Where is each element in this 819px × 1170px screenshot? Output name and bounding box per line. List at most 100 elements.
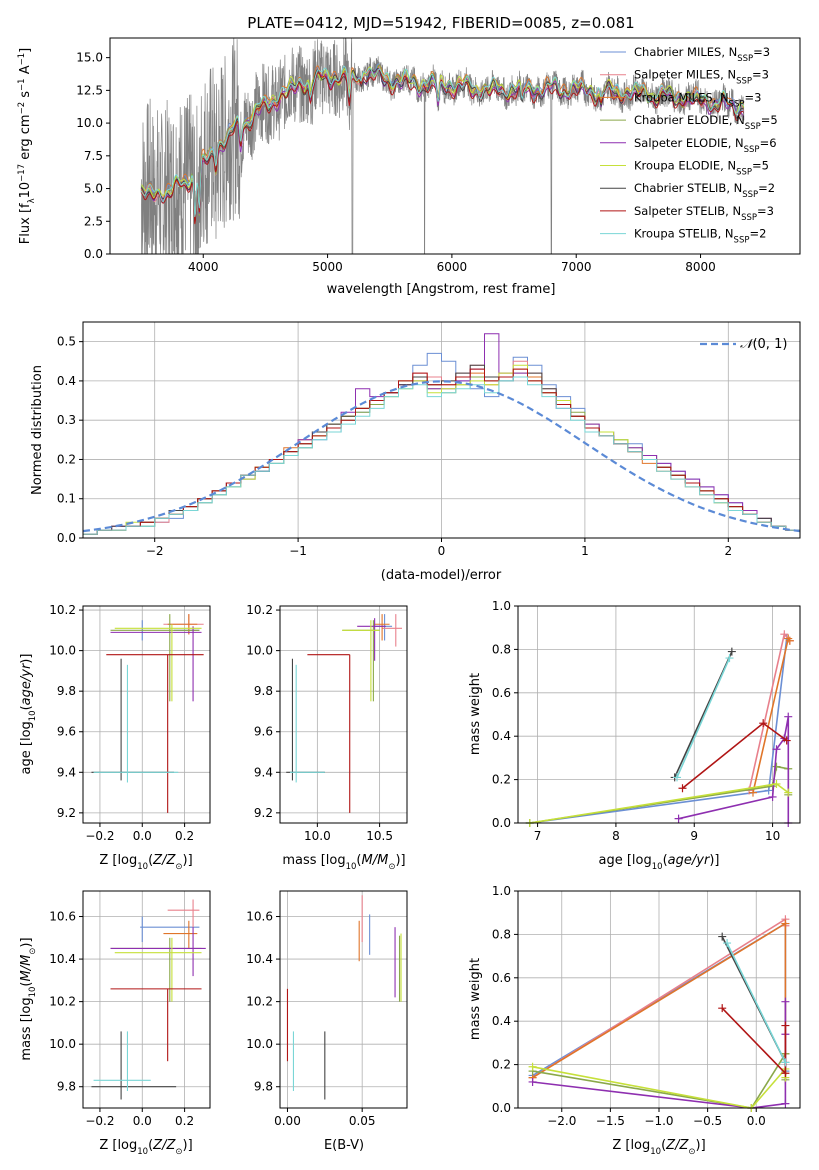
x-tick-label: 9 — [690, 829, 698, 843]
y-tick-label: 0.0 — [84, 247, 103, 261]
y-tick-label: 9.4 — [57, 765, 76, 779]
weight-marker-2 — [781, 919, 790, 928]
y-tick-label: 5.0 — [84, 182, 103, 196]
weight-marker-8 — [781, 1058, 790, 1067]
legend-label: Salpeter ELODIE, NSSP=6 — [634, 136, 777, 155]
mass_vs_Z-plot-area — [91, 899, 206, 1100]
weight-marker-8 — [723, 939, 732, 948]
weight-marker-6 — [727, 647, 736, 656]
y-tick-label: 0.8 — [492, 642, 511, 656]
weight-line-0 — [529, 638, 788, 824]
x-tick-label: 0.00 — [274, 1114, 301, 1128]
mass_vs_EBV-plot-area — [286, 895, 402, 1100]
x-tick-label: 0.0 — [747, 1114, 766, 1128]
weight-marker-4 — [674, 814, 683, 823]
x-tick-label: 0.2 — [175, 829, 194, 843]
weight-marker-5 — [784, 788, 793, 797]
weight-marker-7 — [678, 784, 687, 793]
x-tick-label: −0.2 — [85, 1114, 114, 1128]
x-tick-label: 7000 — [561, 260, 592, 274]
weight-marker-4 — [781, 1099, 790, 1108]
y-tick-label: 10.2 — [49, 603, 76, 617]
weight-marker-8 — [673, 773, 682, 782]
weight-line-8 — [676, 657, 731, 778]
histogram-series-8 — [82, 376, 800, 538]
y-tick-label: 9.8 — [254, 684, 273, 698]
y-tick-label: 9.6 — [57, 725, 76, 739]
weight_vs_age-frame — [517, 605, 801, 824]
weight-line-4 — [678, 716, 790, 823]
y-tick-label: 10.6 — [49, 910, 76, 924]
y-tick-label: 0.8 — [492, 927, 511, 941]
y-tick-label: 10.0 — [246, 644, 273, 658]
age_vs_Z-plot-area — [91, 614, 204, 813]
weight-marker-7 — [781, 1069, 790, 1078]
mass-z-ylabel: mass [log10(M/M⊙)] — [19, 937, 38, 1060]
age_vs_Z-axes — [83, 606, 210, 823]
legend-label: Kroupa STELIB, NSSP=2 — [634, 227, 766, 246]
residuals-plot-area — [82, 333, 801, 538]
weight-marker-4 — [528, 1077, 537, 1086]
x-tick-label: 6000 — [437, 260, 468, 274]
y-tick-label: 10.6 — [246, 910, 273, 924]
residuals-ylabel: Normed distribution — [30, 365, 45, 495]
x-tick-label: 0 — [438, 544, 446, 558]
y-tick-label: 0.0 — [492, 816, 511, 830]
weight_vs_Z-plot-area — [528, 915, 790, 1112]
x-tick-label: 10 — [765, 829, 780, 843]
y-tick-label: 0.0 — [492, 1101, 511, 1115]
y-tick-label: 0.4 — [492, 729, 511, 743]
x-tick-label: −0.5 — [693, 1114, 722, 1128]
y-tick-label: 2.5 — [84, 214, 103, 228]
weight-z-xlabel: Z [log10(Z/Z⊙)] — [612, 1138, 705, 1157]
weight-line-7 — [721, 1007, 787, 1076]
x-tick-label: 0.2 — [175, 1114, 194, 1128]
weight-age-xlabel: age [log10(age/yr)] — [599, 853, 720, 872]
weight-marker-7 — [782, 736, 791, 745]
residuals-xlabel: (data-model)/error — [381, 568, 502, 583]
model-spectrum-8 — [140, 65, 745, 218]
weight-marker-4 — [768, 792, 777, 801]
weight-marker-4 — [781, 997, 790, 1006]
x-tick-label: 8000 — [685, 260, 716, 274]
age-z-ylabel: age [log10(age/yr)] — [19, 654, 38, 775]
legend-label: Salpeter MILES, NSSP=3 — [634, 68, 769, 87]
y-tick-label: 9.6 — [254, 725, 273, 739]
mass-ebv-xlabel: E(B-V) — [324, 1138, 364, 1153]
x-tick-label: 5000 — [312, 260, 343, 274]
x-tick-label: −1.0 — [644, 1114, 673, 1128]
y-tick-label: 10.4 — [246, 952, 273, 966]
weight-marker-3 — [772, 762, 781, 771]
x-tick-label: −0.2 — [85, 829, 114, 843]
weight-marker-4 — [784, 712, 793, 721]
mass_vs_Z-frame — [82, 890, 211, 1109]
weight-marker-4 — [772, 745, 781, 754]
x-tick-label: −1 — [289, 544, 307, 558]
y-tick-label: 9.2 — [57, 806, 76, 820]
y-tick-label: 0.4 — [492, 1014, 511, 1028]
y-tick-label: 10.2 — [246, 995, 273, 1009]
x-tick-label: 0.05 — [349, 1114, 376, 1128]
y-tick-label: 0.0 — [57, 531, 76, 545]
x-tick-label: 10.0 — [304, 829, 331, 843]
age_vs_mass-axes — [280, 606, 407, 823]
y-tick-label: 9.8 — [57, 684, 76, 698]
y-tick-label: 15.0 — [76, 51, 103, 65]
x-tick-label: 8 — [612, 829, 620, 843]
x-tick-label: 10.5 — [366, 829, 393, 843]
y-tick-label: 10.0 — [246, 1037, 273, 1051]
weight_vs_age-plot-area — [525, 630, 794, 827]
legend-label: Kroupa MILES, NSSP=3 — [634, 90, 761, 109]
weight-age-ylabel: mass weight — [468, 673, 483, 755]
weight-marker-7 — [781, 1021, 790, 1030]
y-tick-label: 10.2 — [246, 603, 273, 617]
age-z-xlabel: Z [log10(Z/Z⊙)] — [99, 853, 192, 872]
legend-label: Kroupa ELODIE, NSSP=5 — [634, 159, 769, 178]
x-tick-label: 1 — [581, 544, 589, 558]
y-tick-label: 9.2 — [254, 806, 273, 820]
y-tick-label: 10.0 — [49, 644, 76, 658]
y-tick-label: 0.4 — [57, 374, 76, 388]
legend-label: Chabrier STELIB, NSSP=2 — [634, 181, 775, 200]
x-tick-label: −1.5 — [596, 1114, 625, 1128]
